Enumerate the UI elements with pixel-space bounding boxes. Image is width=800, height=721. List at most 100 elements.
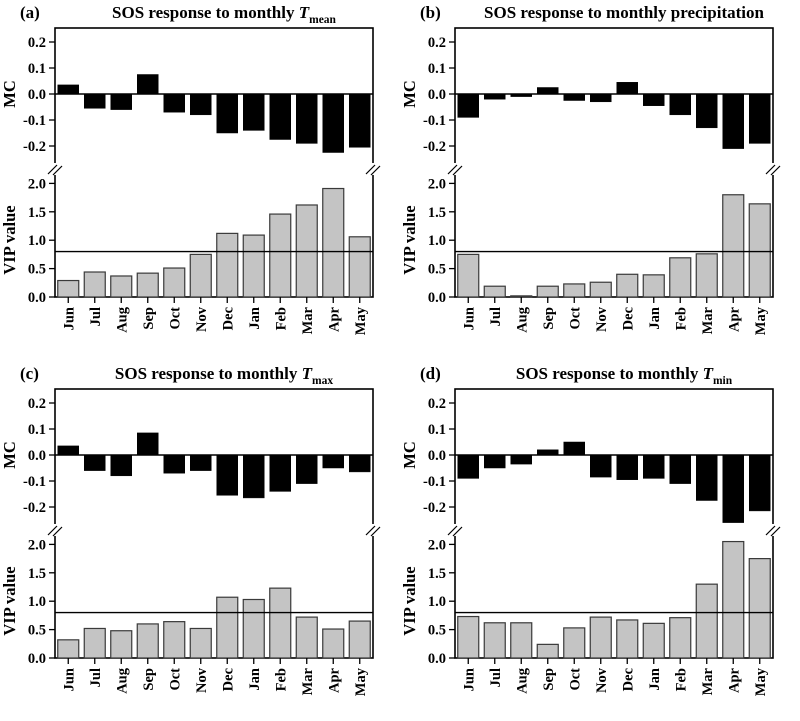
vip-bar <box>242 598 265 659</box>
month-label: Oct <box>567 668 583 691</box>
axis-break-gap-left <box>452 524 458 536</box>
mc-y-tick-label: 0.2 <box>28 396 46 412</box>
month-label: Mar <box>300 667 316 695</box>
mc-bar <box>749 454 771 512</box>
vip-bar <box>510 622 533 659</box>
vip-bar <box>110 630 133 659</box>
vip-y-tick-label: 1.0 <box>428 594 446 610</box>
panel-label: (b) <box>420 3 441 22</box>
mc-bar <box>57 445 79 456</box>
mc-bar <box>484 454 506 469</box>
vip-bar <box>348 620 371 659</box>
mc-axis-label: MC <box>400 80 419 108</box>
vip-bar <box>110 275 133 298</box>
month-label: Dec <box>220 667 236 691</box>
mc-bar <box>57 84 79 95</box>
vip-y-tick-label: 1.5 <box>28 566 46 582</box>
mc-bar <box>216 454 238 496</box>
month-label: Sep <box>141 668 157 691</box>
vip-y-tick-label: 0.5 <box>28 262 46 278</box>
mc-y-tick-label: -0.2 <box>23 500 46 516</box>
vip-y-tick-label: 1.0 <box>28 594 46 610</box>
vip-bar <box>510 295 533 298</box>
vip-bar <box>322 187 345 298</box>
mc-bar <box>563 93 585 101</box>
month-label: Mar <box>700 306 716 334</box>
mc-y-tick-label: 0.0 <box>28 448 46 464</box>
mc-y-tick-label: 0.0 <box>428 448 446 464</box>
axis-break-gap-left <box>52 524 58 536</box>
mc-bar <box>163 93 185 113</box>
month-label: Apr <box>326 667 342 693</box>
mc-y-tick-label: -0.2 <box>423 139 446 155</box>
axis-break-icon <box>370 165 381 176</box>
axis-break-gap-left <box>452 163 458 175</box>
month-label: Jul <box>88 668 104 687</box>
month-label: Jul <box>488 668 504 687</box>
panel-title-subscript: mean <box>309 14 336 26</box>
panel-title-variable: T <box>703 364 714 383</box>
vip-bar <box>136 623 159 659</box>
mc-y-tick-label: -0.2 <box>423 500 446 516</box>
vip-bar <box>57 279 80 298</box>
mc-bar <box>216 93 238 134</box>
axis-break-icon <box>365 164 376 175</box>
panel-svg: 0.2 0.1 0.0 -0.1 -0.2 2.0 1.5 1.0 0.5 0.0 Jun Jul Au… <box>0 0 400 360</box>
vip-y-tick-label: 1.5 <box>28 205 46 221</box>
axis-break-gap-right <box>370 163 376 175</box>
vip-y-tick-label: 2.0 <box>28 537 46 553</box>
vip-y-tick-label: 0.0 <box>428 651 446 667</box>
month-label: Nov <box>194 306 210 332</box>
chart-panel-c: 0.2 0.1 0.0 -0.1 -0.2 2.0 1.5 1.0 0.5 0.0 Jun Jul Au… <box>0 361 400 721</box>
mc-bar <box>722 93 744 149</box>
mc-y-tick-label: -0.1 <box>23 113 46 129</box>
mc-bar <box>484 93 506 100</box>
mc-bar <box>84 93 106 109</box>
mc-bar <box>590 93 612 103</box>
vip-y-tick-label: 0.5 <box>428 262 446 278</box>
mc-bar <box>669 454 691 484</box>
vip-bar <box>57 639 80 659</box>
month-label: Nov <box>594 667 610 693</box>
mc-bar <box>137 432 159 456</box>
vip-y-tick-label: 0.0 <box>28 651 46 667</box>
panel-title: SOS response to monthly Tmean <box>112 3 337 26</box>
mc-bar <box>84 454 106 471</box>
panel-title-prefix: SOS response to monthly <box>112 3 299 22</box>
vip-bar <box>642 622 665 659</box>
mc-bar <box>537 449 559 456</box>
plot-frame <box>454 388 774 659</box>
month-label: Feb <box>673 668 689 691</box>
axis-break-icon <box>452 165 463 176</box>
mc-y-tick-label: 0.2 <box>428 396 446 412</box>
panel-title-prefix: SOS response to monthly <box>115 364 302 383</box>
month-label: Dec <box>220 306 236 330</box>
mc-bar <box>322 93 344 153</box>
vip-bar <box>295 616 318 659</box>
vip-bar <box>269 213 292 298</box>
month-label: Jan <box>247 307 263 330</box>
mc-bar <box>749 93 771 144</box>
vip-bar <box>216 596 239 659</box>
vip-bar <box>483 622 506 659</box>
mc-bar <box>349 93 371 148</box>
vip-bar <box>669 617 692 659</box>
mc-axis-label: MC <box>0 441 19 469</box>
mc-bar <box>269 93 291 140</box>
mc-bar <box>510 454 532 465</box>
vip-bar <box>457 253 480 298</box>
mc-bar <box>510 93 532 97</box>
mc-bar <box>616 454 638 480</box>
mc-bar <box>643 454 665 479</box>
axis-break-gap-right <box>370 524 376 536</box>
month-label: Dec <box>620 306 636 330</box>
vip-bar <box>348 236 371 298</box>
panel-title-subscript: max <box>312 375 333 387</box>
month-label: Aug <box>114 306 130 333</box>
vip-bar <box>163 621 186 659</box>
vip-bar <box>695 253 718 298</box>
vip-y-tick-label: 2.0 <box>428 176 446 192</box>
axis-break-icon <box>765 164 776 175</box>
mc-y-tick-label: 0.1 <box>428 422 446 438</box>
axis-break-icon <box>770 165 781 176</box>
